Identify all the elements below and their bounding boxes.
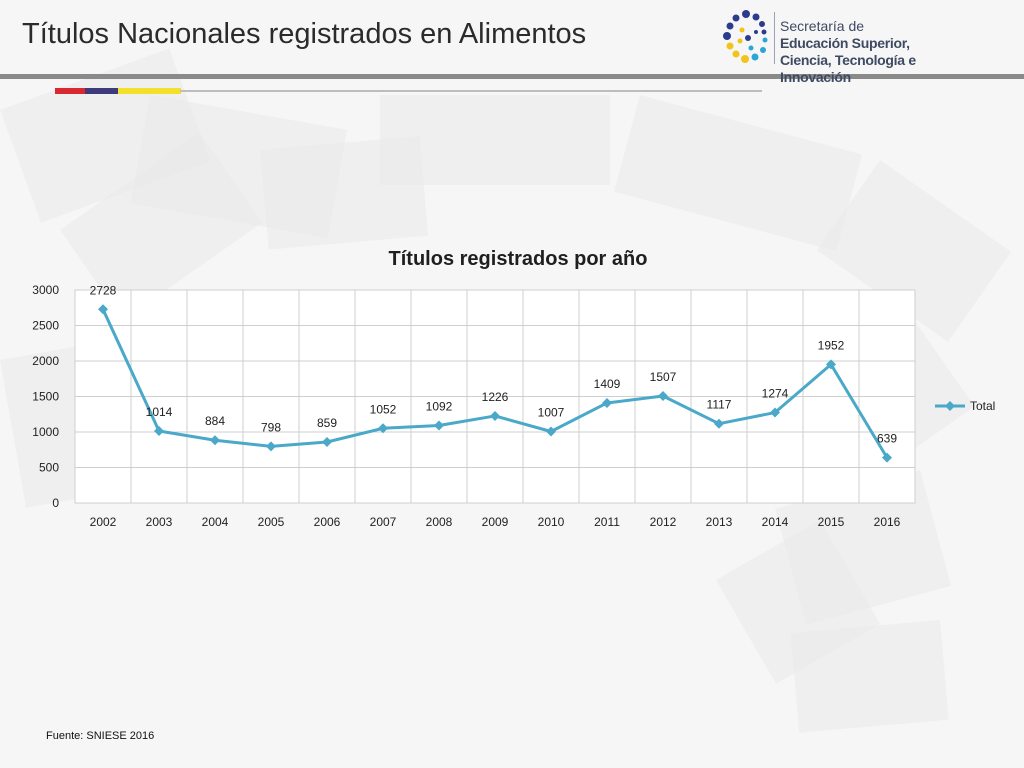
color-strip-red	[55, 88, 85, 94]
background-tile	[716, 520, 880, 684]
x-tick-label: 2006	[314, 515, 341, 529]
data-label: 1092	[426, 399, 453, 413]
data-point	[714, 418, 724, 429]
logo-dot	[748, 45, 754, 51]
color-strip	[55, 88, 181, 94]
legend-label: Total	[970, 399, 995, 413]
legend-marker	[945, 401, 955, 411]
x-tick-label: 2009	[482, 515, 509, 529]
background-tile	[614, 95, 863, 252]
x-tick-label: 2002	[90, 515, 117, 529]
background-tile	[260, 136, 429, 250]
data-point	[378, 423, 388, 434]
x-tick-label: 2011	[594, 515, 620, 529]
x-tick-label: 2015	[818, 515, 845, 529]
data-point	[266, 441, 276, 452]
data-point	[98, 304, 108, 315]
x-tick-label: 2007	[370, 515, 397, 529]
data-point	[770, 407, 780, 418]
x-tick-label: 2014	[762, 515, 789, 529]
x-tick-label: 2003	[146, 515, 173, 529]
data-point	[322, 437, 332, 448]
logo-dot	[739, 27, 745, 33]
logo-dot	[726, 22, 734, 30]
y-tick-label: 0	[52, 496, 59, 510]
chart-title: Títulos registrados por año	[389, 248, 648, 270]
x-tick-label: 2005	[258, 515, 285, 529]
logo-dot	[741, 55, 749, 63]
data-point	[434, 420, 444, 431]
x-tick-label: 2010	[538, 515, 565, 529]
data-label: 2728	[90, 283, 117, 297]
data-point	[602, 397, 612, 408]
data-point	[210, 435, 220, 446]
data-point	[826, 359, 836, 370]
logo-dot	[762, 37, 768, 43]
data-label: 1952	[818, 338, 845, 352]
logo-dot	[726, 42, 734, 50]
y-tick-label: 1000	[32, 425, 59, 439]
y-tick-label: 1500	[32, 390, 59, 404]
data-label: 1014	[146, 405, 173, 419]
color-strip-purple	[85, 88, 118, 94]
data-label: 1117	[707, 398, 732, 412]
data-label: 1409	[594, 377, 621, 391]
logo-dot	[732, 14, 740, 22]
data-label: 1052	[370, 402, 397, 416]
data-point	[882, 452, 892, 463]
data-label: 859	[317, 416, 337, 430]
logo-line-3: Ciencia, Tecnología e Innovación	[780, 52, 916, 85]
logo-dot	[752, 13, 760, 21]
background-tile	[816, 160, 1012, 342]
logo-line-2: Educación Superior,	[780, 35, 910, 51]
header-rule	[0, 74, 1024, 79]
data-label: 1226	[482, 390, 509, 404]
y-tick-label: 3000	[32, 283, 59, 297]
slide-title: Títulos Nacionales registrados en Alimen…	[22, 18, 587, 50]
logo-dot	[742, 10, 750, 18]
logo-dot	[751, 53, 759, 61]
y-tick-label: 500	[39, 461, 59, 475]
x-tick-label: 2012	[650, 515, 677, 529]
data-label: 1274	[762, 387, 789, 401]
color-strip-yellow	[118, 88, 181, 94]
logo-dot	[759, 21, 765, 27]
y-tick-label: 2000	[32, 354, 59, 368]
data-label: 1507	[650, 370, 677, 384]
x-tick-label: 2008	[426, 515, 453, 529]
data-point	[546, 426, 556, 437]
data-label: 639	[877, 432, 897, 446]
source-note: Fuente: SNIESE 2016	[46, 730, 155, 742]
logo-text: Secretaría de Educación Superior, Cienci…	[780, 18, 988, 86]
data-point	[490, 410, 500, 421]
data-point	[154, 426, 164, 437]
data-point	[658, 391, 668, 402]
logo-divider	[774, 12, 775, 64]
logo-dot	[745, 35, 751, 41]
logo-dot	[761, 29, 767, 35]
logo-dot	[754, 30, 758, 34]
senescyt-dots-logo-icon	[723, 10, 768, 63]
data-label: 1007	[538, 406, 565, 420]
logo-dot	[760, 47, 766, 53]
x-tick-label: 2004	[202, 515, 229, 529]
x-tick-label: 2013	[706, 515, 733, 529]
senescyt-logo: Secretaría de Educación Superior, Cienci…	[718, 8, 988, 85]
data-label: 798	[261, 420, 281, 434]
logo-dot	[732, 50, 740, 58]
data-label: 884	[205, 414, 225, 428]
logo-dot	[723, 32, 731, 40]
logo-line-1: Secretaría de	[780, 18, 865, 34]
y-tick-label: 2500	[32, 319, 59, 333]
x-tick-label: 2016	[874, 515, 901, 529]
logo-dot	[737, 38, 743, 44]
gray-rule	[180, 90, 762, 92]
line-chart: Títulos registrados por año 0 500 1000 1500…	[32, 248, 995, 529]
